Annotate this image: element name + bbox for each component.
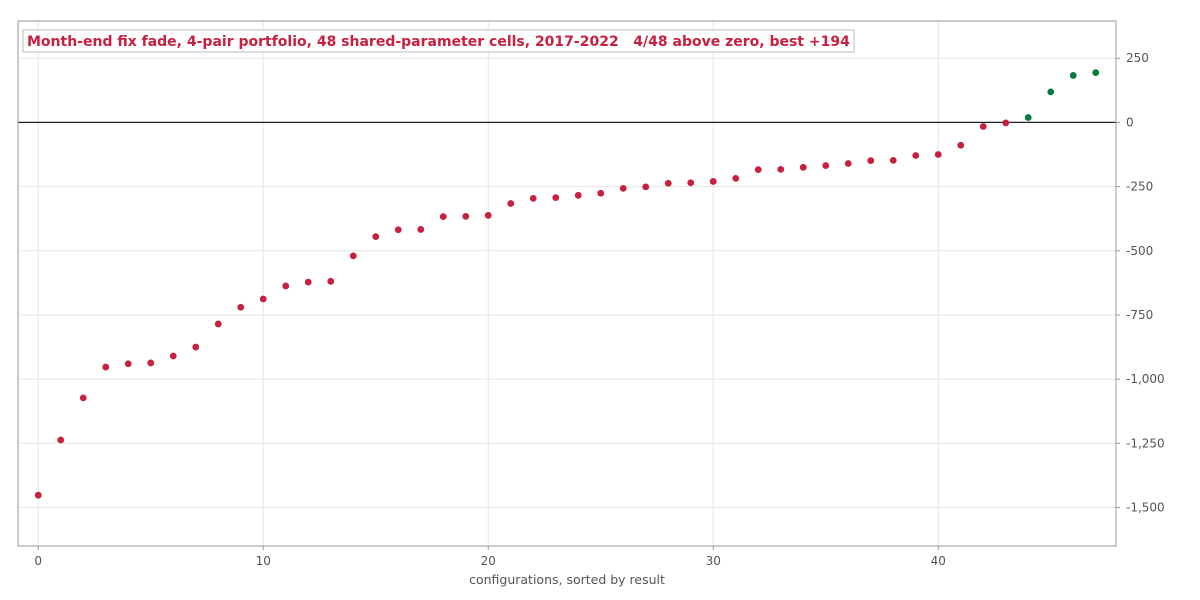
data-point [574,191,582,199]
y-tick-label: -1,000 [1126,372,1165,386]
data-point [979,123,987,130]
data-point [822,162,830,169]
data-point [79,394,87,402]
y-tick-label: -750 [1126,308,1153,322]
data-point [484,211,492,219]
data-point [1002,119,1010,127]
x-tick-label: 10 [256,554,271,568]
title-box [22,29,855,53]
x-tick-label: 30 [706,554,721,568]
x-tick-label: 40 [931,554,946,568]
data-point [147,359,155,367]
x-tick-label: 0 [34,554,42,568]
data-point [259,295,267,303]
y-tick-label: -1,500 [1126,500,1165,514]
data-point [754,166,762,174]
data-point [372,233,380,241]
data-point [439,213,447,221]
data-point [327,277,335,285]
data-point [1047,88,1055,96]
data-point [304,278,312,286]
data-point [732,174,740,182]
data-point [552,194,560,202]
data-point [102,363,110,371]
y-tick-label: -1,250 [1126,436,1165,450]
y-tick-label: 250 [1126,51,1149,65]
data-point [417,226,425,233]
data-point [957,141,965,149]
x-tick-label: 20 [481,554,496,568]
data-point [237,303,245,311]
data-point [349,252,357,260]
data-point [687,179,695,187]
y-tick-label: -250 [1126,180,1153,194]
data-point [192,343,200,351]
y-tick-label: 0 [1126,115,1134,129]
data-point [282,282,290,290]
data-point [214,320,222,328]
data-point [1069,72,1077,79]
data-point [642,183,650,191]
plot-frame [17,20,1117,547]
data-point [799,163,807,171]
data-point [889,157,897,164]
data-point [1024,114,1032,121]
data-points [34,69,1100,499]
data-point [124,360,132,368]
data-point [34,491,42,499]
data-point [462,212,470,220]
y-tick-label: -500 [1126,244,1153,258]
data-point [169,352,177,360]
data-point [529,194,537,202]
data-point [934,151,942,158]
data-point [619,184,627,192]
y-axis-ticks: 250 0 -250 -500 -750 -1,000 -1,250 -1,500 [1116,51,1165,514]
data-point [664,179,672,187]
chart-title: Month-end fix fade, 4-pair portfolio, 48… [27,34,850,50]
data-point [57,436,65,444]
x-axis-title: configurations, sorted by result [469,572,665,587]
x-axis-ticks: 0 10 20 30 40 [34,546,946,568]
data-point [394,226,402,234]
data-point [844,160,852,167]
data-point [867,157,875,165]
data-point [1092,69,1100,77]
data-point [777,165,785,173]
data-point [912,152,920,159]
data-point [597,189,605,197]
grid-lines [18,21,1116,546]
data-point [507,200,515,207]
data-point [709,178,717,185]
